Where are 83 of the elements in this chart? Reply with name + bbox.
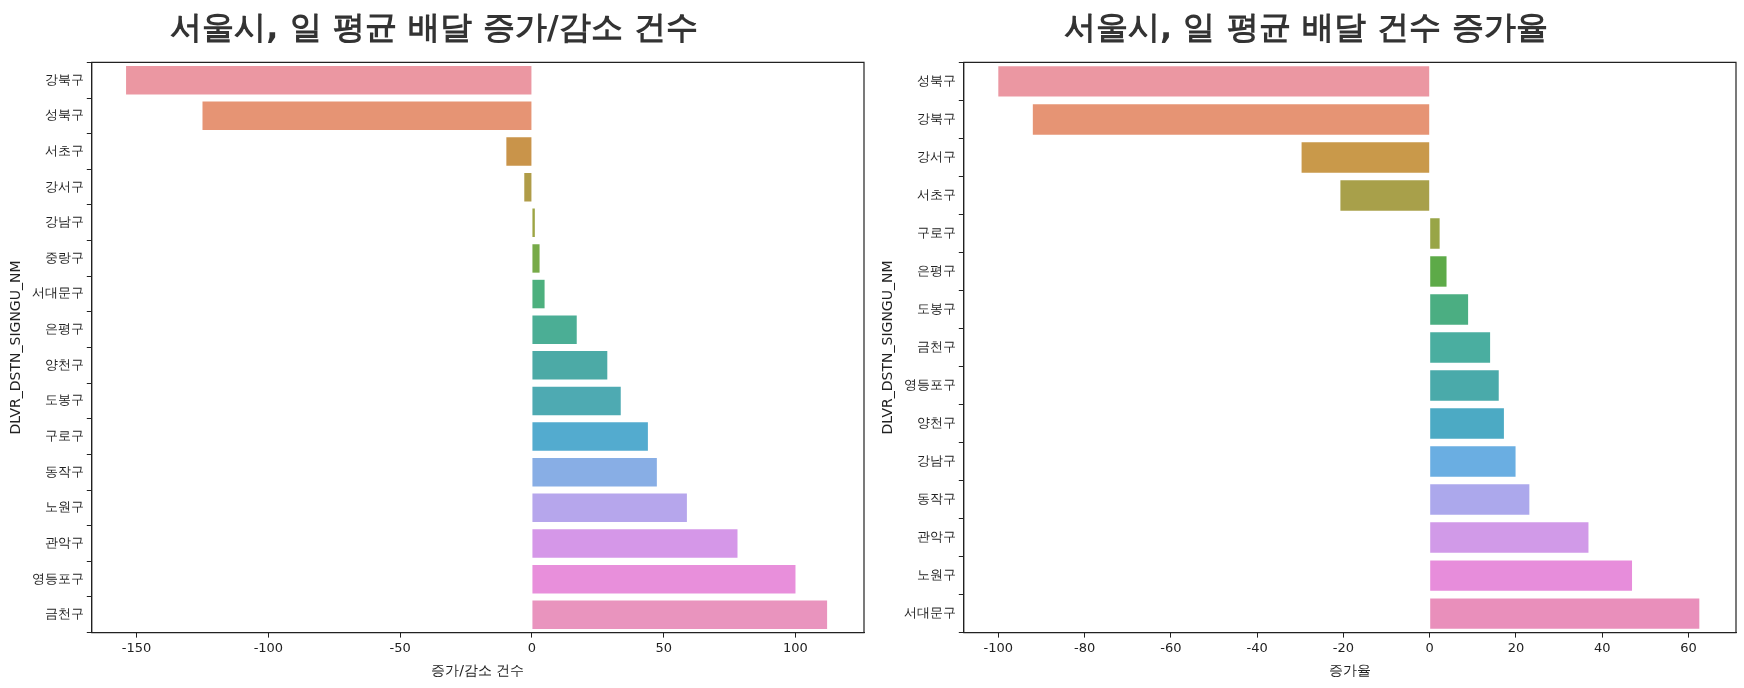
y-tick-label: 은평구 <box>44 321 84 337</box>
x-tick-label: -20 <box>1332 639 1355 655</box>
bar <box>506 137 532 166</box>
y-tick-label: 성북구 <box>44 107 84 123</box>
bar <box>1430 560 1633 591</box>
y-tick-label: 강남구 <box>916 452 956 468</box>
bar <box>126 65 532 95</box>
bar <box>1430 446 1516 477</box>
bar <box>1430 294 1469 325</box>
x-axis-title: 증가/감소 건수 <box>431 662 525 679</box>
x-tick-label: -60 <box>1160 639 1182 655</box>
y-axis-title: DLVR_DSTN_SIGNGU_NM <box>7 260 24 435</box>
x-tick-label: -150 <box>121 639 152 655</box>
bar <box>532 529 738 558</box>
bar <box>532 351 608 380</box>
x-tick-label: 0 <box>527 639 537 655</box>
chart-title: 서울시, 일 평균 배달 건수 증가율 <box>1064 7 1548 46</box>
bar <box>532 279 545 309</box>
x-tick-label: 0 <box>1425 639 1434 655</box>
y-tick-label: 은평구 <box>916 262 956 278</box>
bar <box>202 101 532 131</box>
bar <box>532 457 657 487</box>
x-tick-label: 60 <box>1680 639 1697 655</box>
x-tick-label: -50 <box>389 639 411 655</box>
bar <box>1032 104 1430 135</box>
y-tick-label: 성북구 <box>916 72 956 88</box>
y-tick-label: 영등포구 <box>903 376 956 392</box>
chart-title: 서울시, 일 평균 배달 증가/감소 건수 <box>170 7 698 46</box>
bar <box>532 564 796 594</box>
bar <box>524 172 532 202</box>
y-tick-label: 양천구 <box>44 356 84 372</box>
y-tick-label: 구로구 <box>44 427 84 443</box>
bar <box>1430 598 1700 629</box>
bar <box>532 208 535 238</box>
y-tick-label: 강북구 <box>916 110 956 126</box>
bar <box>1430 370 1499 401</box>
y-tick-label: 강서구 <box>916 148 956 164</box>
x-tick-label: 100 <box>783 639 808 655</box>
x-tick-label: -100 <box>253 639 284 655</box>
y-tick-label: 금천구 <box>44 606 84 622</box>
bar <box>1430 484 1530 515</box>
bar <box>1301 142 1430 173</box>
bar <box>532 244 540 273</box>
y-tick-label: 중랑구 <box>44 249 84 265</box>
bar <box>532 493 687 523</box>
y-tick-label: 강남구 <box>44 214 84 230</box>
y-tick-label: 관악구 <box>916 528 956 544</box>
x-tick-label: -40 <box>1246 639 1268 655</box>
y-tick-label: 양천구 <box>916 414 956 430</box>
x-tick-label: -80 <box>1073 639 1096 655</box>
bar <box>1430 256 1447 287</box>
x-tick-label: -100 <box>983 639 1014 655</box>
bar <box>1430 408 1504 439</box>
y-tick-label: 서초구 <box>44 142 84 158</box>
y-tick-label: 강서구 <box>44 178 84 194</box>
y-tick-label: 금천구 <box>916 338 956 354</box>
y-tick-label: 구로구 <box>916 224 956 240</box>
y-tick-label: 동작구 <box>44 463 84 479</box>
bar <box>532 600 828 630</box>
y-tick-label: 관악구 <box>44 534 84 550</box>
bar <box>1340 180 1430 211</box>
y-tick-label: 노원구 <box>44 499 84 515</box>
x-tick-label: 20 <box>1507 639 1525 655</box>
y-tick-label: 서초구 <box>916 186 956 202</box>
y-tick-label: 도봉구 <box>916 300 956 316</box>
y-tick-label: 영등포구 <box>31 570 84 586</box>
y-tick-label: 노원구 <box>916 566 956 582</box>
bar <box>998 66 1430 97</box>
y-axis-title: DLVR_DSTN_SIGNGU_NM <box>879 260 896 435</box>
y-tick-label: 강북구 <box>44 71 84 87</box>
y-tick-label: 서대문구 <box>31 285 84 301</box>
bar <box>1430 332 1491 363</box>
bar <box>532 422 648 451</box>
bar <box>532 386 621 416</box>
x-axis-title: 증가율 <box>1328 662 1371 679</box>
bar <box>532 315 577 344</box>
bar <box>1430 522 1589 553</box>
bar <box>1430 218 1440 249</box>
y-tick-label: 서대문구 <box>903 604 956 620</box>
x-tick-label: 40 <box>1593 639 1611 655</box>
x-tick-label: 50 <box>655 639 672 655</box>
y-tick-label: 동작구 <box>916 490 956 506</box>
y-tick-label: 도봉구 <box>44 392 84 408</box>
